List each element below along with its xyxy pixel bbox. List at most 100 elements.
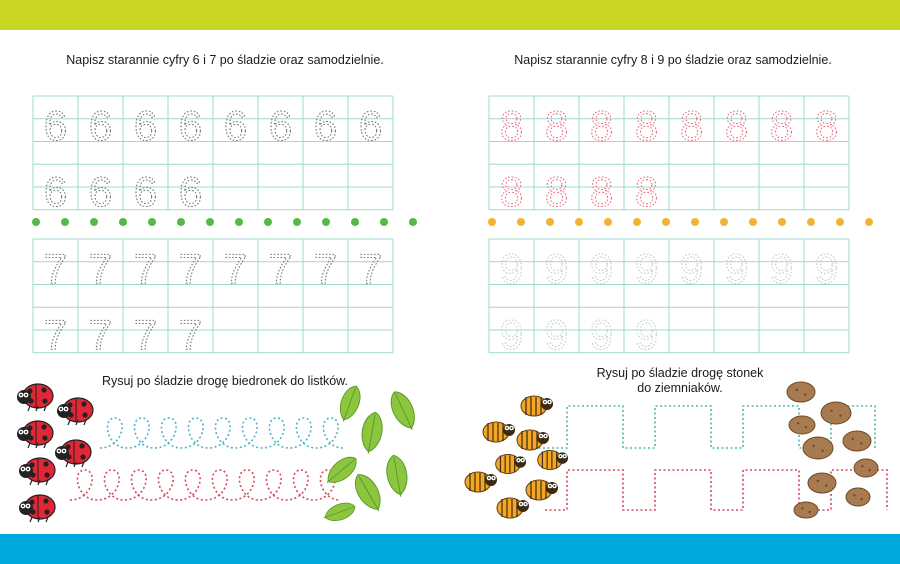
beetle-trace-path-top: [525, 405, 876, 449]
separator-dot: [61, 218, 69, 226]
trace-digit-9: 9: [590, 245, 613, 292]
ladybug-icon: [55, 439, 92, 468]
trace-paths: [69, 405, 888, 511]
trace-digit-7: 7: [89, 245, 112, 292]
trace-digit-8: 8: [770, 102, 793, 149]
writing-grids: [32, 95, 850, 354]
separator-dot: [604, 218, 612, 226]
separator-dot: [148, 218, 156, 226]
potato-beetle-icon: [482, 421, 515, 443]
top-color-band: [0, 0, 900, 30]
ladybug-icon: [17, 420, 54, 449]
leaf-icon: [339, 385, 361, 422]
ladybug-icon: [19, 457, 56, 486]
trace-digit-8: 8: [545, 168, 568, 215]
trace-digit-8: 8: [545, 102, 568, 149]
separator-dot: [488, 218, 496, 226]
ladybug-icon: [57, 397, 94, 426]
trace-digit-7: 7: [134, 245, 157, 292]
trace-digit-7: 7: [179, 311, 202, 358]
trace-digit-6: 6: [44, 102, 67, 149]
potato-beetle-icon: [496, 497, 529, 519]
trace-digit-8: 8: [500, 168, 523, 215]
trace-digit-9: 9: [815, 245, 838, 292]
trace-digit-7: 7: [359, 245, 382, 292]
potato-icon: [788, 415, 816, 435]
ladybug-trace-path-top: [99, 417, 344, 449]
separator-dot: [662, 218, 670, 226]
separator-dot: [546, 218, 554, 226]
separator-dot: [235, 218, 243, 226]
trace-digit-6: 6: [224, 102, 247, 149]
ladybug-trace-path-bottom: [69, 469, 341, 501]
trace-digit-9: 9: [545, 311, 568, 358]
instruction-beetle-line1: Rysuj po śladzie drogę stonek: [596, 366, 764, 380]
ladybug-icon: [19, 494, 56, 523]
potato-beetle-icon: [464, 471, 497, 493]
instruction-ladybug-path: Rysuj po śladzie drogę biedronek do list…: [102, 374, 348, 388]
separator-dot: [322, 218, 330, 226]
trace-digit-6: 6: [89, 102, 112, 149]
separator-dot: [778, 218, 786, 226]
separator-dot: [380, 218, 388, 226]
separator-dots: [32, 218, 873, 226]
separator-dot: [517, 218, 525, 226]
separator-dot: [293, 218, 301, 226]
trace-digit-8: 8: [635, 102, 658, 149]
separator-dot: [720, 218, 728, 226]
potato-beetle-icon: [516, 429, 549, 451]
separator-dot: [119, 218, 127, 226]
leaf-icon: [390, 391, 415, 431]
trace-digit-7: 7: [314, 245, 337, 292]
illustrations: [17, 381, 879, 523]
potato-beetle-icon: [537, 450, 569, 470]
instruction-digits-6-7: Napisz starannie cyfry 6 i 7 po śladzie …: [66, 53, 384, 67]
separator-dot: [32, 218, 40, 226]
separator-dot: [351, 218, 359, 226]
trace-digit-8: 8: [590, 102, 613, 149]
separator-dot: [575, 218, 583, 226]
separator-dot: [264, 218, 272, 226]
leaf-icon: [354, 474, 381, 512]
separator-dot: [409, 218, 417, 226]
separator-dot: [749, 218, 757, 226]
ladybug-icon: [17, 383, 54, 412]
grid-digit-7: [32, 238, 394, 354]
trace-digit-9: 9: [680, 245, 703, 292]
beetle-trace-path-bottom: [545, 469, 888, 511]
trace-digit-8: 8: [725, 102, 748, 149]
trace-digit-6: 6: [89, 168, 112, 215]
trace-digit-9: 9: [635, 245, 658, 292]
trace-digit-9: 9: [500, 311, 523, 358]
leaf-icon: [323, 502, 356, 521]
trace-digit-8: 8: [680, 102, 703, 149]
trace-digit-9: 9: [635, 311, 658, 358]
potato-icon: [820, 401, 852, 425]
potato-beetle-icon: [520, 395, 553, 417]
bottom-color-band: [0, 534, 900, 564]
trace-digit-9: 9: [545, 245, 568, 292]
trace-digit-7: 7: [134, 311, 157, 358]
potato-icon: [853, 458, 879, 478]
trace-digit-6: 6: [314, 102, 337, 149]
trace-digit-6: 6: [134, 168, 157, 215]
trace-digit-7: 7: [89, 311, 112, 358]
potato-beetle-icon: [525, 479, 558, 501]
trace-digit-7: 7: [269, 245, 292, 292]
potato-icon: [845, 487, 871, 507]
potato-icon: [807, 472, 837, 494]
trace-digit-9: 9: [500, 245, 523, 292]
trace-digit-8: 8: [590, 168, 613, 215]
separator-dot: [177, 218, 185, 226]
grid-digit-9: [488, 238, 850, 354]
separator-dot: [633, 218, 641, 226]
trace-digit-8: 8: [500, 102, 523, 149]
leaf-icon: [386, 454, 408, 497]
potato-icon: [802, 436, 834, 460]
trace-digit-6: 6: [44, 168, 67, 215]
instruction-digits-8-9: Napisz starannie cyfry 8 i 9 po śladzie …: [514, 53, 832, 67]
trace-digit-6: 6: [179, 102, 202, 149]
trace-digit-6: 6: [269, 102, 292, 149]
trace-digit-8: 8: [815, 102, 838, 149]
